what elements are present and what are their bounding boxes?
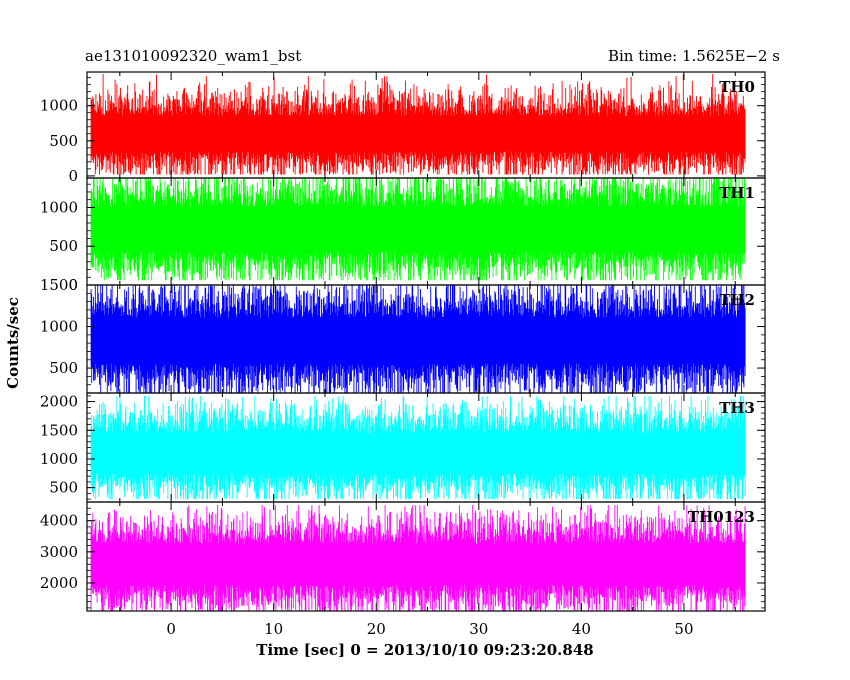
y-tick-label: 1500 xyxy=(40,276,78,294)
x-tick-label: 0 xyxy=(166,620,176,638)
y-tick-label: 2000 xyxy=(40,574,78,592)
y-tick-label: 500 xyxy=(49,479,78,497)
panel-th2: 500 1000 1500 TH2 xyxy=(40,276,766,394)
y-tick-label: 1000 xyxy=(40,450,78,468)
panel-th0123: 2000 3000 4000 TH0123 xyxy=(40,501,766,612)
panel-label: TH0123 xyxy=(688,508,755,526)
y-tick-label: 500 xyxy=(49,132,78,150)
panel-frame xyxy=(86,501,766,612)
y-tick-label: 2000 xyxy=(40,393,78,411)
y-tick-label: 1500 xyxy=(40,421,78,439)
x-tick-label: 40 xyxy=(572,620,591,638)
y-tick-label: 0 xyxy=(68,276,78,294)
panel-label: TH1 xyxy=(719,184,755,202)
y-tick-label: 1000 xyxy=(40,97,78,115)
panel-th0: 0 500 1000 TH0 xyxy=(40,71,766,185)
chart-title-right: Bin time: 1.5625E−2 s xyxy=(608,47,780,65)
y-tick-label: 500 xyxy=(49,237,78,255)
panel-label: TH3 xyxy=(719,399,755,417)
chart-title-left: ae131010092320_wam1_bst xyxy=(85,47,301,65)
series-th2 xyxy=(90,285,746,393)
series-th1 xyxy=(90,178,746,281)
y-tick-label: 1000 xyxy=(40,318,78,336)
series-th0 xyxy=(90,74,746,175)
y-tick-label: 1000 xyxy=(40,198,78,216)
panel-label: TH0 xyxy=(719,78,755,96)
panel-th3: 500 1000 1500 2000 TH3 xyxy=(40,392,766,503)
series-th3 xyxy=(90,395,746,500)
panels: 0 500 1000 TH0 0 500 1000 TH1 500 1000 1500 TH2 500 1… xyxy=(40,71,766,612)
y-tick-label: 0 xyxy=(68,167,78,185)
x-tick-label: 20 xyxy=(367,620,386,638)
x-tick-label: 50 xyxy=(674,620,693,638)
y-tick-label: 4000 xyxy=(40,512,78,530)
x-axis-title: Time [sec] 0 = 2013/10/10 09:23:20.848 xyxy=(256,641,593,659)
x-tick-label: 30 xyxy=(469,620,488,638)
panel-th1: 0 500 1000 TH1 xyxy=(40,177,766,294)
y-axis-title: Counts/sec xyxy=(4,297,22,389)
x-axis: 0 10 20 30 40 50 xyxy=(166,620,693,638)
y-tick-label: 3000 xyxy=(40,543,78,561)
y-tick-label: 500 xyxy=(49,359,78,377)
x-tick-label: 10 xyxy=(264,620,283,638)
panel-label: TH2 xyxy=(719,291,755,309)
series-th0123 xyxy=(90,505,746,611)
